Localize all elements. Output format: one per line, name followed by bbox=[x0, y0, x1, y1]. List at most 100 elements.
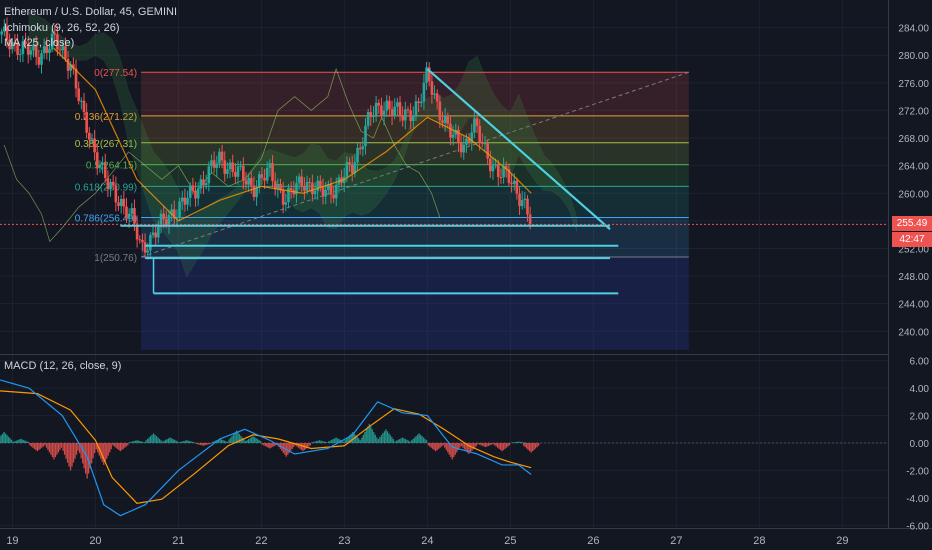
candle-body bbox=[526, 198, 529, 215]
candle-body bbox=[103, 162, 107, 178]
candle-body bbox=[50, 33, 54, 50]
candle-body bbox=[223, 160, 227, 174]
candle-body bbox=[199, 179, 203, 189]
candle-body bbox=[226, 169, 229, 174]
candle-body bbox=[231, 162, 235, 172]
price-tick-label: 276.00 bbox=[898, 79, 929, 90]
candle-body bbox=[356, 147, 359, 163]
time-tick-label: 27 bbox=[670, 535, 682, 547]
down-trendline bbox=[426, 68, 611, 230]
candle-body bbox=[69, 64, 73, 71]
candle-body bbox=[366, 112, 370, 126]
candle-body bbox=[146, 250, 150, 253]
candle-body bbox=[263, 177, 266, 181]
candle-body bbox=[40, 53, 43, 65]
ma-legend[interactable]: MA (25, close) bbox=[4, 37, 75, 49]
candle-body bbox=[353, 162, 357, 174]
candle-body bbox=[165, 219, 168, 226]
ma-line bbox=[53, 47, 532, 222]
candle-body bbox=[475, 118, 479, 126]
fib-extension-zone bbox=[141, 257, 689, 350]
candle-body bbox=[212, 160, 216, 168]
candle-body bbox=[502, 165, 505, 178]
candle-body bbox=[361, 146, 365, 150]
candle-body bbox=[239, 165, 242, 167]
candle-body bbox=[528, 214, 532, 224]
fib-zone bbox=[141, 142, 689, 165]
candle-body bbox=[95, 152, 99, 168]
candle-body bbox=[364, 125, 367, 147]
price-tick-label: 260.00 bbox=[898, 189, 929, 200]
time-axis-bg bbox=[0, 528, 932, 550]
candle-body bbox=[523, 198, 527, 200]
candle-body bbox=[125, 206, 128, 219]
user-drawings[interactable] bbox=[0, 68, 888, 295]
fib-level-label: 0.382(267.31) bbox=[75, 139, 137, 150]
candle-body bbox=[321, 187, 325, 197]
candle-body bbox=[236, 166, 240, 177]
candle-body bbox=[377, 102, 381, 106]
candle-body bbox=[454, 129, 458, 135]
candle-body bbox=[220, 151, 224, 161]
candle-body bbox=[319, 180, 322, 188]
ichimoku-legend[interactable]: Ichimoku (9, 26, 52, 26) bbox=[4, 22, 120, 34]
candle-body bbox=[61, 46, 65, 51]
fib-level-label: 0.618(260.99) bbox=[75, 182, 137, 193]
candle-body bbox=[10, 42, 14, 50]
macd-tick-label: -4.00 bbox=[906, 494, 929, 505]
candle-body bbox=[515, 180, 519, 194]
candle-body bbox=[348, 162, 351, 165]
candle-body bbox=[499, 177, 503, 179]
candle-body bbox=[122, 198, 126, 207]
candle-body bbox=[159, 213, 163, 227]
candle-body bbox=[188, 185, 192, 198]
candle-body bbox=[409, 110, 412, 122]
macd-tick-label: 6.00 bbox=[910, 357, 930, 368]
macd-legend[interactable]: MACD (12, 26, close, 9) bbox=[4, 360, 122, 372]
candle-body bbox=[510, 183, 513, 185]
candle-body bbox=[311, 182, 314, 195]
candle-body bbox=[149, 235, 152, 251]
candle-body bbox=[101, 162, 104, 165]
fib-level-label: 0.236(271.22) bbox=[75, 112, 137, 123]
symbol-title: Ethereum / U.S. Dollar, 45, GEMINI bbox=[4, 6, 178, 18]
candle-body bbox=[430, 81, 434, 95]
fib-zone bbox=[141, 186, 689, 218]
candle-body bbox=[56, 34, 59, 50]
time-tick-label: 25 bbox=[504, 535, 516, 547]
time-tick-label: 23 bbox=[338, 535, 350, 547]
candle-body bbox=[465, 138, 468, 145]
candle-body bbox=[435, 93, 439, 102]
candle-body bbox=[257, 174, 261, 188]
candle-body bbox=[350, 164, 354, 174]
candle-body bbox=[178, 201, 181, 218]
candle-body bbox=[382, 110, 386, 117]
price-tick-label: 272.00 bbox=[898, 106, 929, 117]
candle-body bbox=[151, 232, 155, 236]
candle-body bbox=[72, 64, 75, 69]
candle-body bbox=[45, 46, 49, 53]
candle-body bbox=[252, 185, 256, 198]
time-tick-label: 26 bbox=[587, 535, 599, 547]
ma-25-line bbox=[53, 47, 532, 222]
candle-body bbox=[281, 190, 285, 205]
candle-body bbox=[8, 39, 11, 50]
price-axis-bg bbox=[888, 0, 932, 550]
candle-body bbox=[80, 100, 83, 102]
candle-body bbox=[64, 46, 67, 59]
candle-body bbox=[393, 106, 397, 117]
candle-body bbox=[234, 171, 237, 177]
candle-body bbox=[287, 188, 290, 203]
candle-body bbox=[58, 49, 62, 51]
candle-body bbox=[268, 163, 272, 168]
candle-body bbox=[308, 181, 312, 183]
candle-body bbox=[249, 178, 253, 186]
candle-body bbox=[374, 102, 378, 116]
price-tick-label: 240.00 bbox=[898, 327, 929, 338]
candle-body bbox=[404, 109, 407, 121]
fib-retracement[interactable]: 0(277.54) 0.236(271.22) 0.382(267.31) 0.5(2… bbox=[75, 68, 689, 350]
candle-body bbox=[87, 132, 91, 140]
time-tick-label: 22 bbox=[255, 535, 267, 547]
